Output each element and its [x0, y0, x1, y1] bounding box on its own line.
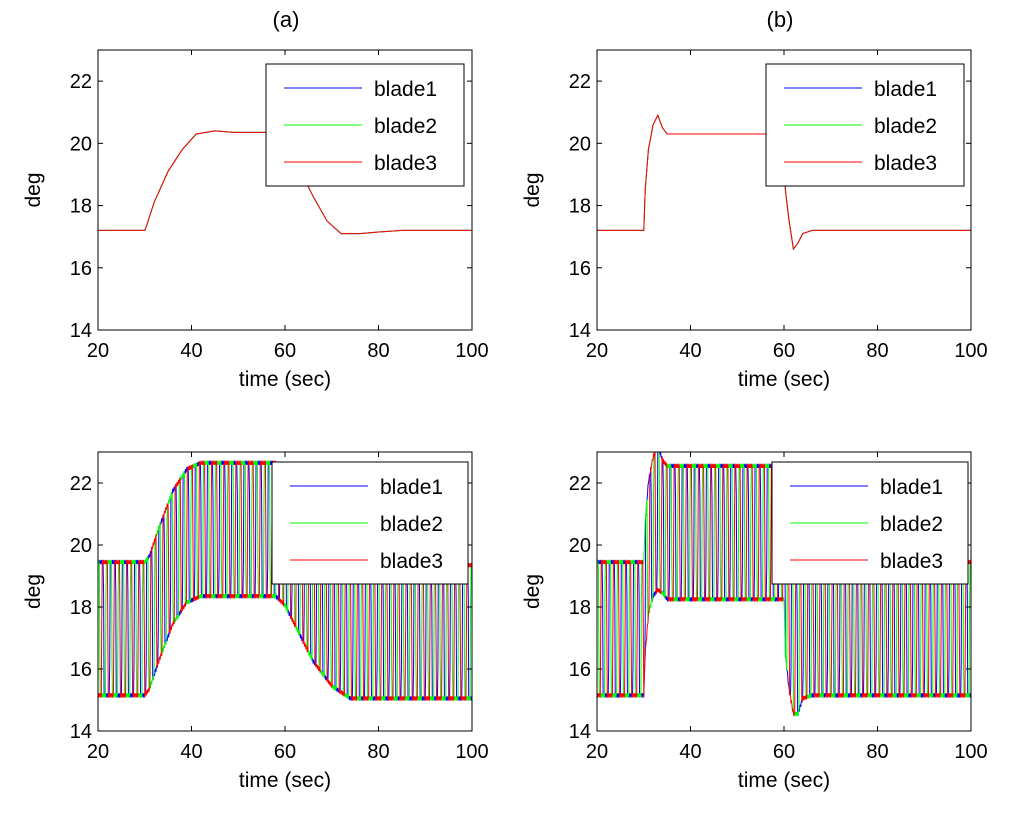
- legend-label-blade1: blade1: [874, 78, 937, 101]
- legend-box: [265, 63, 465, 187]
- x-axis-label: time (sec): [239, 368, 331, 391]
- y-tick-label: 18: [569, 597, 591, 619]
- legend-label-blade3: blade3: [880, 550, 943, 573]
- legend: blade1 blade2 blade3: [765, 63, 965, 187]
- series-line-blade3: [597, 114, 971, 251]
- legend: blade1 blade2 blade3: [771, 461, 969, 585]
- chart-top-left: 20 40 60 80 100 14 16 18 20 22 time (sec) deg blade1…: [22, 49, 489, 391]
- x-tick-label: 40: [180, 741, 202, 763]
- y-axis-label: deg: [521, 574, 544, 609]
- legend-label-blade2: blade2: [880, 513, 943, 536]
- x-axis-label: time (sec): [738, 769, 830, 792]
- y-tick-label: 22: [569, 71, 591, 93]
- y-axis-label: deg: [521, 172, 544, 207]
- legend-label-blade3: blade3: [874, 152, 937, 175]
- legend-label-blade1: blade1: [374, 78, 437, 101]
- x-tick-label: 40: [679, 340, 701, 362]
- y-tick-label: 16: [70, 659, 92, 681]
- y-tick-label: 16: [569, 258, 591, 280]
- y-tick-label: 16: [70, 258, 92, 280]
- legend: blade1 blade2 blade3: [271, 461, 469, 585]
- y-axis-label: deg: [22, 574, 45, 609]
- legend-label-blade1: blade1: [880, 476, 943, 499]
- x-tick-label: 80: [367, 741, 389, 763]
- x-tick-label: 40: [679, 741, 701, 763]
- legend-label-blade3: blade3: [380, 550, 443, 573]
- x-tick-label: 80: [866, 741, 888, 763]
- y-tick-label: 14: [70, 721, 92, 743]
- series-group: [597, 114, 971, 251]
- y-tick-label: 20: [70, 133, 92, 155]
- y-tick-label: 14: [569, 721, 591, 743]
- x-tick-label: 20: [586, 340, 608, 362]
- y-tick-label: 16: [569, 659, 591, 681]
- y-tick-label: 20: [70, 535, 92, 557]
- chart-bottom-left: 20 40 60 80 100 14 16 18 20 22 time (sec) deg blade1…: [22, 451, 489, 792]
- x-tick-label: 100: [455, 340, 488, 362]
- legend-label-blade2: blade2: [374, 115, 437, 138]
- y-tick-label: 18: [70, 196, 92, 218]
- x-tick-label: 20: [87, 340, 109, 362]
- x-tick-label: 20: [586, 741, 608, 763]
- legend-label-blade1: blade1: [380, 476, 443, 499]
- y-tick-label: 20: [569, 535, 591, 557]
- panel-a-title: (a): [273, 7, 300, 32]
- x-tick-label: 20: [87, 741, 109, 763]
- y-tick-label: 22: [70, 71, 92, 93]
- series-line-blade2: [98, 460, 472, 701]
- legend-label-blade3: blade3: [374, 152, 437, 175]
- x-tick-label: 40: [180, 340, 202, 362]
- panel-b-title: (b): [767, 7, 794, 32]
- y-tick-label: 18: [70, 597, 92, 619]
- y-tick-label: 14: [70, 320, 92, 342]
- x-tick-label: 80: [866, 340, 888, 362]
- x-tick-label: 100: [954, 340, 987, 362]
- x-axis-label: time (sec): [738, 368, 830, 391]
- x-axis-label: time (sec): [239, 769, 331, 792]
- legend-label-blade2: blade2: [874, 115, 937, 138]
- y-tick-label: 14: [569, 320, 591, 342]
- legend-label-blade2: blade2: [380, 513, 443, 536]
- x-tick-label: 60: [274, 340, 296, 362]
- x-tick-label: 60: [274, 741, 296, 763]
- y-tick-label: 20: [569, 133, 591, 155]
- series-line-blade2: [597, 452, 971, 717]
- y-tick-label: 22: [70, 473, 92, 495]
- x-tick-label: 100: [455, 741, 488, 763]
- y-axis-label: deg: [22, 172, 45, 207]
- y-tick-label: 18: [569, 196, 591, 218]
- chart-bottom-right: 20 40 60 80 100 14 16 18 20 22 time (sec) deg blade1…: [521, 451, 988, 792]
- y-tick-label: 22: [569, 473, 591, 495]
- x-tick-label: 100: [954, 741, 987, 763]
- x-tick-label: 80: [367, 340, 389, 362]
- x-tick-label: 60: [773, 340, 795, 362]
- legend: blade1 blade2 blade3: [265, 63, 465, 187]
- chart-top-right: 20 40 60 80 100 14 16 18 20 22 time (sec) deg blade1…: [521, 49, 988, 391]
- x-tick-label: 60: [773, 741, 795, 763]
